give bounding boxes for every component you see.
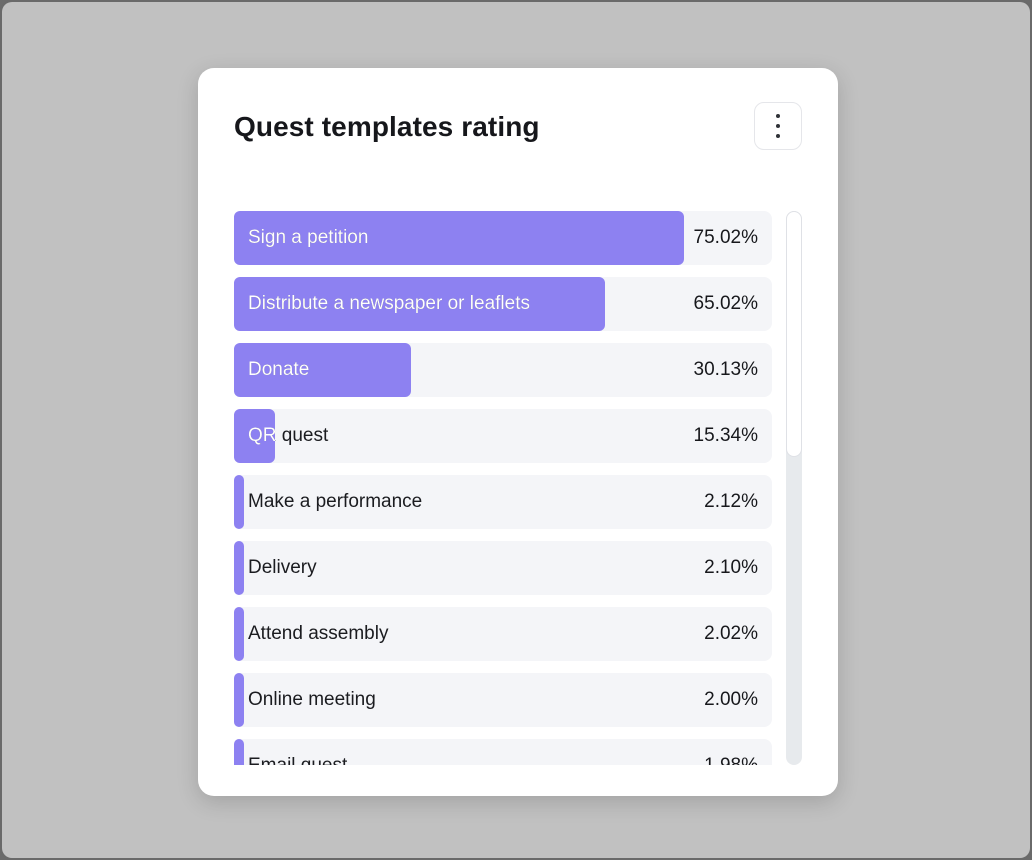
bar-fill: [234, 343, 411, 397]
bar-label: Email quest: [248, 739, 347, 765]
card-menu-button[interactable]: [754, 102, 802, 150]
bar-fill: [234, 277, 606, 331]
bar-label: QR quest: [248, 425, 329, 446]
vertical-scrollbar-thumb[interactable]: [786, 211, 802, 457]
bar-fill: [234, 541, 245, 595]
vertical-scrollbar-track[interactable]: [786, 211, 802, 765]
bar-value: 15.34%: [693, 425, 758, 446]
bar-fill: [234, 211, 684, 265]
quest-rating-card: Quest templates rating Sign a petition Si…: [198, 68, 838, 796]
chart-row: DeliveryDelivery2.10%: [234, 541, 772, 595]
kebab-menu-icon: [776, 114, 780, 138]
bar-value: 1.98%: [704, 739, 758, 765]
bar-label: Online meeting: [248, 689, 376, 710]
bar-label: Make a performance: [248, 491, 423, 512]
chart-row: Email questEmail quest1.98%: [234, 739, 772, 765]
bar-value: 30.13%: [693, 359, 758, 380]
bar-fill: [234, 409, 275, 463]
bar-value: 2.10%: [704, 557, 758, 578]
bar-value: 2.12%: [704, 491, 758, 512]
chart-row: Make a performanceMake a performance2.12…: [234, 475, 772, 529]
bar-label: Attend assembly: [248, 623, 389, 644]
bar-value: 2.02%: [704, 623, 758, 644]
chart-row: Donate Donate 30.13%: [234, 343, 772, 397]
bar-fill: [234, 607, 245, 661]
bar-value: 2.00%: [704, 689, 758, 710]
chart-row: Distribute a newspaper or leaflets Distri…: [234, 277, 772, 331]
bar-value: 65.02%: [693, 293, 758, 314]
bar-label: Delivery: [248, 557, 317, 578]
chart-rows-scroll-area[interactable]: Sign a petition Sign a petition 75.02% Dist…: [234, 211, 772, 765]
bar-label: Donate: [248, 359, 310, 380]
chart-row: Sign a petition Sign a petition 75.02%: [234, 211, 772, 265]
bar-value: 75.02%: [693, 227, 758, 248]
bar-chart: Sign a petition Sign a petition 75.02% Dist…: [234, 211, 802, 765]
bar-label: Sign a petition: [248, 227, 369, 248]
card-header: Quest templates rating: [234, 102, 802, 150]
bar-fill: [234, 673, 245, 727]
bar-fill: [234, 475, 245, 529]
card-title: Quest templates rating: [234, 111, 540, 142]
bar-label: Distribute a newspaper or leaflets: [248, 293, 530, 314]
bar-fill: [234, 739, 245, 765]
